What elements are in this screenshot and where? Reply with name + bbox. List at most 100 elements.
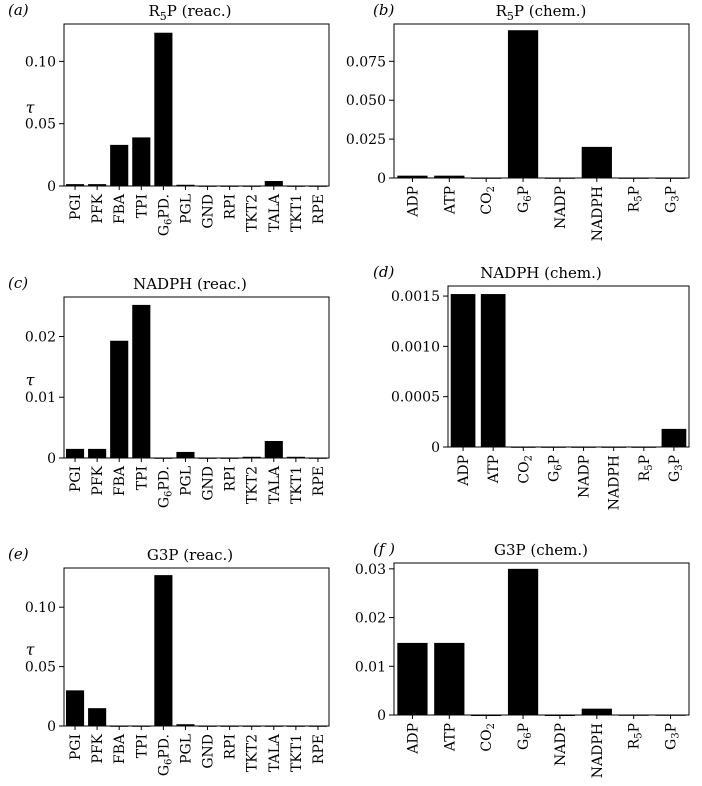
panel-label: (c): [8, 274, 28, 292]
x-tick-label: PFK: [90, 465, 106, 495]
x-tick-label: G3P: [664, 723, 682, 750]
x-tick-label: R5P: [627, 723, 645, 749]
x-tick-label: RPI: [223, 466, 239, 492]
x-tick-label: PGL: [178, 466, 194, 496]
y-tick-label: 0.10: [25, 54, 56, 70]
x-tick-label: ADP: [456, 455, 472, 487]
panel-a: (a) R5P (reac.) τ 0 0.05 0.10 PGI PFK FBA TPI G6PD…: [8, 1, 330, 236]
bar: [434, 175, 465, 178]
y-tick-label: 0: [47, 451, 56, 467]
chart-title: R5P (reac.): [148, 2, 231, 23]
x-tick-label: TALA: [267, 733, 283, 772]
y-tick-label: 0.025: [346, 132, 386, 148]
panel-e: (e) G3P (reac.) τ 0 0.05 0.10 PGI PFK FBA TPI G6PD…: [8, 545, 330, 776]
bar: [450, 294, 476, 447]
bar: [176, 451, 195, 458]
x-tick-label: G6PD.: [156, 466, 174, 508]
x-tick-label: G6PD.: [156, 194, 174, 236]
y-axis-label: τ: [26, 98, 36, 117]
y-axis-label: τ: [26, 371, 36, 390]
x-tick-label: PGI: [68, 734, 84, 760]
bar: [581, 708, 612, 715]
x-tick-label: CO2: [516, 455, 534, 484]
x-tick-label: TPI: [134, 734, 150, 758]
x-tick-label: TALA: [267, 465, 283, 504]
x-tick-label: NADPH: [590, 186, 606, 241]
x-tick-label: R5P: [637, 455, 655, 481]
y-tick-label: 0.05: [25, 117, 56, 133]
bar: [88, 184, 107, 186]
plot-frame: [63, 567, 330, 727]
x-tick-label: GND: [201, 466, 217, 501]
bar: [480, 294, 506, 447]
y-tick-label: 0.05: [25, 660, 56, 676]
y-tick-label: 0: [377, 171, 386, 187]
bar: [264, 181, 283, 186]
bar: [110, 144, 129, 186]
bar: [65, 448, 85, 458]
x-tick-label: NADPH: [607, 455, 623, 510]
bar: [286, 456, 305, 459]
x-tick-label: TKT2: [245, 194, 261, 232]
x-tick-label: TPI: [134, 466, 150, 490]
plot-frame: [393, 562, 690, 716]
x-tick-label: RPE: [311, 734, 327, 764]
y-tick-label: 0: [47, 179, 56, 195]
y-tick-label: 0.02: [355, 611, 386, 627]
x-tick-label: G6P: [546, 455, 564, 482]
y-tick-label: 0.10: [25, 600, 56, 616]
x-tick-label: G3P: [664, 186, 682, 213]
bar: [176, 184, 195, 187]
x-tick-label: PGI: [68, 194, 84, 220]
bar: [507, 30, 539, 178]
x-tick-label: NADP: [577, 455, 593, 498]
x-tick-label: R5P: [627, 186, 645, 212]
bar: [65, 184, 85, 186]
x-tick-label: ATP: [486, 455, 502, 484]
bar: [132, 137, 151, 186]
bar: [154, 32, 173, 186]
panel-label: (b): [373, 1, 394, 19]
y-tick-label: 0: [47, 719, 56, 735]
x-tick-label: CO2: [479, 186, 497, 215]
x-tick-label: RPE: [311, 466, 327, 496]
bar: [110, 340, 129, 458]
y-tick-label: 0.0010: [391, 339, 440, 355]
x-tick-label: ATP: [442, 723, 458, 752]
x-tick-label: NADP: [553, 186, 569, 229]
bar: [88, 708, 107, 726]
x-tick-label: CO2: [479, 723, 497, 752]
x-tick-label: NADP: [553, 723, 569, 766]
bar: [176, 724, 195, 726]
x-tick-label: GND: [201, 194, 217, 229]
panel-c: (c) NADPH (reac.) τ 0 0.01 0.02 PGI PFK FBA TPI G6…: [8, 274, 330, 508]
x-tick-label: ADP: [405, 186, 421, 218]
panel-label: (a): [8, 1, 29, 19]
x-tick-label: ATP: [442, 186, 458, 215]
y-tick-label: 0.050: [346, 93, 386, 109]
chart-title: NADPH (chem.): [480, 264, 602, 282]
panel-f: (f ) G3P (chem.) 0 0.01 0.02 0.03 ADP ATP CO2 G6P…: [355, 540, 690, 778]
y-tick-label: 0: [431, 440, 440, 456]
bar: [88, 448, 107, 458]
chart-title: G3P (chem.): [494, 541, 588, 559]
x-tick-label: ADP: [405, 723, 421, 755]
x-tick-label: TKT2: [245, 734, 261, 772]
plot-frame: [63, 296, 330, 459]
plot-frame: [63, 23, 330, 187]
x-tick-label: PFK: [90, 733, 106, 763]
bar: [132, 304, 151, 458]
plot-frame: [393, 23, 690, 179]
plot-frame: [447, 285, 690, 448]
y-tick-label: 0.02: [25, 329, 56, 345]
x-tick-label: GND: [201, 734, 217, 769]
bar: [397, 642, 428, 715]
y-tick-label: 0: [377, 708, 386, 724]
x-tick-label: G6P: [516, 186, 534, 213]
y-tick-label: 0.01: [25, 390, 56, 406]
panel-label: (f ): [373, 540, 395, 558]
x-tick-label: PGI: [68, 466, 84, 492]
chart-title: R5P (chem.): [496, 2, 587, 23]
x-tick-label: RPE: [311, 194, 327, 224]
panel-d: (d) NADPH (chem.) 0 0.0005 0.0010 0.0015 ADP AT…: [373, 263, 690, 510]
